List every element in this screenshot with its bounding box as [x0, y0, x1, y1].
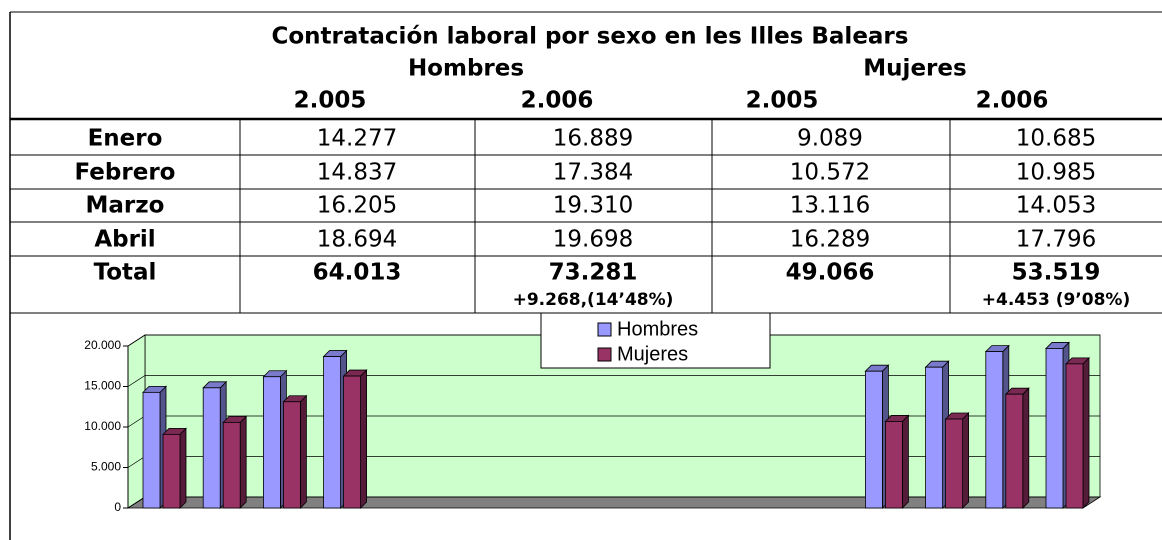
bar: [925, 366, 943, 509]
bar: [885, 421, 903, 509]
cell: 9.089: [797, 126, 863, 152]
cell: 14.277: [317, 126, 397, 152]
cell: 10.572: [790, 160, 870, 186]
legend-label: Mujeres: [617, 343, 688, 365]
bar-side: [1082, 356, 1090, 509]
bar-side: [299, 394, 307, 509]
bar: [262, 376, 281, 509]
bar: [142, 391, 161, 509]
row-label: Abril: [94, 227, 155, 253]
total-cell: 49.066: [786, 260, 875, 286]
bar: [945, 418, 963, 509]
total-cell: 73.281: [549, 260, 638, 286]
bar-side: [962, 412, 969, 509]
bar: [985, 351, 1004, 509]
bar-side: [360, 369, 368, 509]
cell: 17.384: [553, 160, 633, 186]
bar: [323, 356, 342, 509]
total-change: +9.268,(14’48%): [513, 290, 674, 310]
bar: [282, 401, 301, 509]
cell: 16.205: [317, 193, 397, 219]
cell: 19.698: [553, 227, 633, 253]
bar: [865, 370, 883, 509]
year-header: 2.005: [294, 88, 367, 114]
cell: 17.796: [1016, 227, 1096, 253]
legend-label: Hombres: [617, 318, 698, 340]
bar: [1065, 363, 1084, 509]
bar-side: [902, 414, 909, 509]
cell: 18.694: [317, 227, 397, 253]
bar: [222, 421, 241, 509]
bar: [1045, 348, 1064, 509]
bar-side: [239, 415, 247, 509]
cell: 14.053: [1016, 193, 1096, 219]
row-label: Marzo: [86, 193, 165, 219]
total-cell: 53.519: [1012, 260, 1101, 286]
table-title: Contratación laboral por sexo en les Ill…: [272, 24, 909, 50]
table-lines: [9, 11, 1162, 540]
y-tick-label: 20.000: [84, 338, 121, 352]
grid-line: [127, 375, 1100, 387]
legend-swatch: [597, 322, 612, 337]
grid-line: [127, 334, 1100, 347]
bar: [343, 375, 362, 509]
group-header: Hombres: [408, 56, 524, 82]
year-header: 2.006: [976, 88, 1049, 114]
row-label: Febrero: [75, 160, 176, 186]
year-header: 2.006: [521, 88, 594, 114]
y-tick-label: 0: [114, 500, 121, 514]
row-label: Enero: [88, 126, 163, 152]
cell: 14.837: [317, 160, 397, 186]
y-tick-label: 10.000: [84, 419, 121, 433]
cell: 16.289: [790, 227, 870, 253]
bar-side: [1022, 387, 1030, 509]
total-cell: 64.013: [313, 260, 402, 286]
bar: [162, 433, 181, 509]
y-tick-label: 5.000: [91, 460, 121, 474]
cell: 19.310: [553, 193, 633, 219]
cell: 10.685: [1016, 126, 1096, 152]
cell: 10.985: [1016, 160, 1096, 186]
legend-box: [540, 312, 771, 369]
group-header: Mujeres: [863, 56, 966, 82]
legend-swatch: [597, 347, 612, 362]
bar: [202, 387, 221, 509]
year-header: 2.005: [746, 88, 819, 114]
total-change: +4.453 (9’08%): [982, 290, 1130, 310]
bar: [1005, 393, 1024, 509]
row-label: Total: [94, 260, 157, 286]
y-tick-label: 15.000: [84, 379, 121, 393]
cell: 16.889: [553, 126, 633, 152]
bar-side: [179, 427, 187, 509]
cell: 13.116: [790, 193, 870, 219]
